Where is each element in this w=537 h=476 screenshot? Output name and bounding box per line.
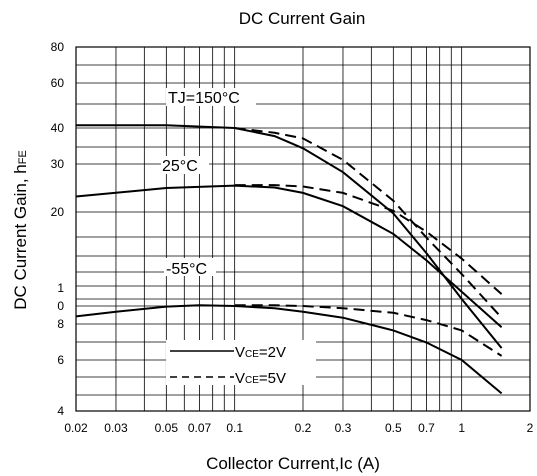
y-tick-label: 6	[57, 353, 64, 367]
legend-label-vce-5v: VCE=5V	[235, 370, 286, 387]
series-line-tj-150-c-vce-5v	[234, 127, 503, 319]
x-tick-label: 0.2	[295, 421, 312, 435]
x-tick-label: 0.07	[188, 421, 212, 435]
series-line-25-c-vce-5v	[234, 184, 503, 295]
x-tick-label: 0.02	[64, 421, 88, 435]
legend-box	[166, 340, 316, 385]
annotation-25c: 25°C	[162, 158, 198, 175]
x-tick-label: 0.5	[385, 421, 402, 435]
y-tick-label: 8	[57, 317, 64, 331]
x-tick-label: 2	[527, 421, 534, 435]
y-tick-label: 1	[57, 281, 64, 295]
y-axis-label: DC Current Gain, hFE	[11, 150, 30, 310]
chart-title: DC Current Gain	[239, 9, 366, 28]
x-tick-label: 1	[458, 421, 465, 435]
x-tick-label: 0.3	[335, 421, 352, 435]
legend-label-vce-2v: VCE=2V	[235, 344, 286, 361]
y-tick-label: 80	[51, 40, 65, 54]
annotation-tj-150c: TJ=150°C	[168, 90, 240, 107]
series-line-25-c-vce-2v	[75, 184, 503, 328]
x-axis-label: Collector Current,Ic (A)	[206, 454, 380, 473]
x-tick-label: 0.03	[104, 421, 128, 435]
curves	[75, 124, 503, 395]
x-tick-label: 0.7	[418, 421, 435, 435]
y-tick-label: 40	[51, 121, 65, 135]
y-tick-label: 60	[51, 76, 65, 90]
x-tick-label: 0.1	[226, 421, 243, 435]
series-line-55-c-vce-5v	[234, 304, 503, 357]
legend: VCE=2V VCE=5V	[170, 344, 286, 387]
series-line-55-c-vce-2v	[75, 304, 503, 395]
annotation-minus-55c: -55°C	[166, 261, 207, 278]
plot-frame	[75, 46, 531, 412]
y-tick-label: 20	[51, 205, 65, 219]
y-tick-label: 4	[57, 404, 64, 418]
y-tick-label: 30	[51, 157, 65, 171]
x-tick-label: 0.05	[155, 421, 179, 435]
y-tick-label: 0	[57, 299, 64, 313]
tick-labels: 0.02 0.03 0.05 0.07 0.1 0.2 0.3 0.5 0.7 1 28060403…	[51, 40, 534, 435]
